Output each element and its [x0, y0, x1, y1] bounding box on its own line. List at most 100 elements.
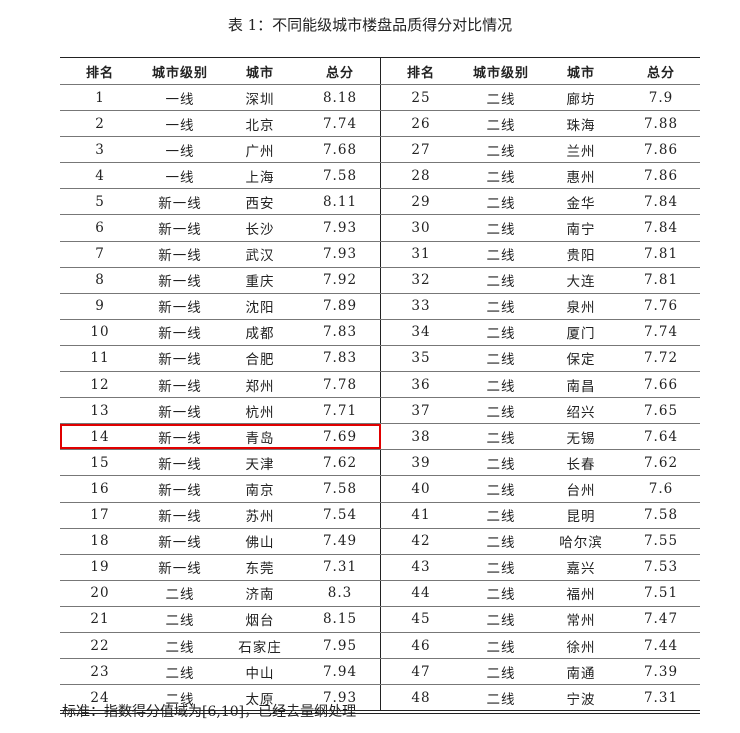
cell-city: 西安	[245, 195, 275, 212]
cell-total-score: 8.15	[322, 611, 358, 628]
cell-city: 天津	[245, 456, 275, 473]
cell-city-tier: 一线	[165, 169, 195, 186]
table-row: 22 二线 石家庄 7.95 46 二线 徐州 7.44	[60, 632, 700, 660]
right-half: 33 二线 泉州 7.76	[381, 294, 701, 319]
cell-city: 烟台	[245, 613, 275, 630]
cell-city: 惠州	[566, 169, 596, 186]
cell-city-tier: 新一线	[158, 378, 202, 395]
cell-rank: 2	[95, 115, 105, 132]
right-half: 31 二线 贵阳 7.81	[381, 242, 701, 267]
table-row: 16 新一线 南京 7.58 40 二线 台州 7.6	[60, 476, 700, 503]
table-row: 23 二线 中山 7.94 47 二线 南通 7.39	[60, 659, 700, 686]
cell-total-score: 7.83	[322, 350, 358, 367]
right-half: 36 二线 南昌 7.66	[381, 372, 701, 397]
cell-total-score: 7.71	[322, 402, 358, 419]
right-half: 29 二线 金华 7.84	[381, 189, 701, 214]
cell-total-score: 7.49	[322, 533, 358, 550]
cell-city: 青岛	[245, 430, 275, 447]
table-row: 3 一线 广州 7.68 27 二线 兰州 7.86	[60, 137, 700, 164]
cell-city-tier: 一线	[165, 117, 195, 134]
cell-total-score: 7.31	[322, 559, 358, 576]
cell-rank: 28	[411, 167, 431, 184]
cell-total-score: 7.47	[643, 611, 679, 628]
cell-rank: 11	[90, 350, 110, 367]
cell-city: 石家庄	[238, 639, 282, 656]
cell-total-score: 7.74	[322, 115, 358, 132]
header-city: 城市	[245, 65, 274, 81]
cell-rank: 23	[90, 663, 110, 680]
cell-city: 重庆	[245, 274, 275, 291]
cell-total-score: 7.64	[643, 428, 679, 445]
table-row: 12 新一线 郑州 7.78 36 二线 南昌 7.66	[60, 372, 701, 399]
cell-total-score: 7.83	[322, 324, 358, 341]
cell-rank: 46	[411, 637, 431, 654]
cell-total-score: 7.62	[643, 454, 679, 471]
cell-city: 大连	[566, 274, 596, 291]
cell-city-tier: 新一线	[158, 352, 202, 369]
cell-city-tier: 新一线	[158, 482, 202, 499]
cell-city-tier: 一线	[165, 91, 195, 108]
cell-total-score: 7.58	[322, 167, 358, 184]
cell-total-score: 7.55	[643, 533, 679, 550]
cell-city-tier: 二线	[486, 665, 516, 682]
left-half: 6 新一线 长沙 7.93	[60, 215, 381, 241]
cell-total-score: 7.74	[643, 324, 679, 341]
cell-city: 宁波	[566, 691, 596, 708]
left-half: 18 新一线 佛山 7.49	[60, 528, 381, 554]
cell-city-tier: 二线	[486, 509, 516, 526]
cell-rank: 48	[411, 689, 431, 706]
cell-rank: 44	[411, 585, 431, 602]
cell-city: 南京	[245, 482, 275, 499]
right-half: 25 二线 廊坊 7.9	[381, 85, 701, 110]
cell-city-tier: 二线	[486, 691, 516, 708]
cell-total-score: 8.3	[327, 585, 353, 602]
cell-rank: 14	[90, 428, 110, 445]
cell-city-tier: 二线	[486, 561, 516, 578]
left-half: 9 新一线 沈阳 7.89	[60, 293, 381, 319]
cell-city: 中山	[245, 665, 275, 682]
left-half: 17 新一线 苏州 7.54	[60, 502, 381, 528]
cell-rank: 7	[95, 246, 105, 263]
right-half: 30 二线 南宁 7.84	[381, 215, 701, 240]
cell-city: 泉州	[566, 300, 596, 317]
cell-city-tier: 二线	[486, 248, 516, 265]
cell-city: 长沙	[245, 222, 275, 239]
cell-rank: 3	[95, 141, 105, 158]
right-half: 39 二线 长春 7.62	[381, 450, 701, 475]
cell-city-tier: 二线	[486, 91, 516, 108]
cell-rank: 17	[90, 507, 110, 524]
cell-total-score: 7.62	[322, 454, 358, 471]
left-half: 21 二线 烟台 8.15	[60, 606, 381, 632]
cell-city-tier: 二线	[486, 456, 516, 473]
table-title: 表 1：不同能级城市楼盘品质得分对比情况	[227, 16, 513, 34]
right-half: 48 二线 宁波 7.31	[381, 685, 701, 710]
table-row: 10 新一线 成都 7.83 34 二线 厦门 7.74	[60, 319, 700, 346]
cell-city: 常州	[566, 613, 596, 630]
cell-city-tier: 二线	[486, 587, 516, 604]
cell-rank: 40	[411, 480, 431, 497]
header-rank: 排名	[85, 65, 114, 81]
cell-city-tier: 新一线	[158, 404, 202, 421]
table-row: 11 新一线 合肥 7.83 35 二线 保定 7.72	[60, 345, 700, 373]
left-half: 24 二线 太原 7.93	[60, 685, 381, 711]
cell-city-tier: 二线	[486, 117, 516, 134]
cell-city: 北京	[245, 117, 275, 134]
cell-total-score: 8.11	[322, 193, 358, 210]
left-half: 排名 城市级别 城市 总分	[60, 58, 381, 84]
cell-rank: 4	[95, 167, 105, 184]
cell-city-tier: 新一线	[158, 456, 202, 473]
cell-rank: 38	[411, 428, 431, 445]
right-half: 42 二线 哈尔滨 7.55	[381, 529, 701, 554]
left-half: 3 一线 广州 7.68	[60, 137, 381, 163]
cell-rank: 18	[90, 533, 110, 550]
cell-city-tier: 二线	[486, 613, 516, 630]
cell-city: 昆明	[566, 509, 596, 526]
cell-rank: 16	[90, 480, 110, 497]
cell-rank: 36	[411, 376, 431, 393]
cell-rank: 42	[411, 533, 431, 550]
cell-city-tier: 二线	[486, 535, 516, 552]
table-row: 4 一线 上海 7.58 28 二线 惠州 7.86	[60, 163, 700, 190]
cell-total-score: 7.84	[643, 193, 679, 210]
cell-total-score: 7.58	[322, 480, 358, 497]
cell-total-score: 7.81	[643, 246, 679, 263]
